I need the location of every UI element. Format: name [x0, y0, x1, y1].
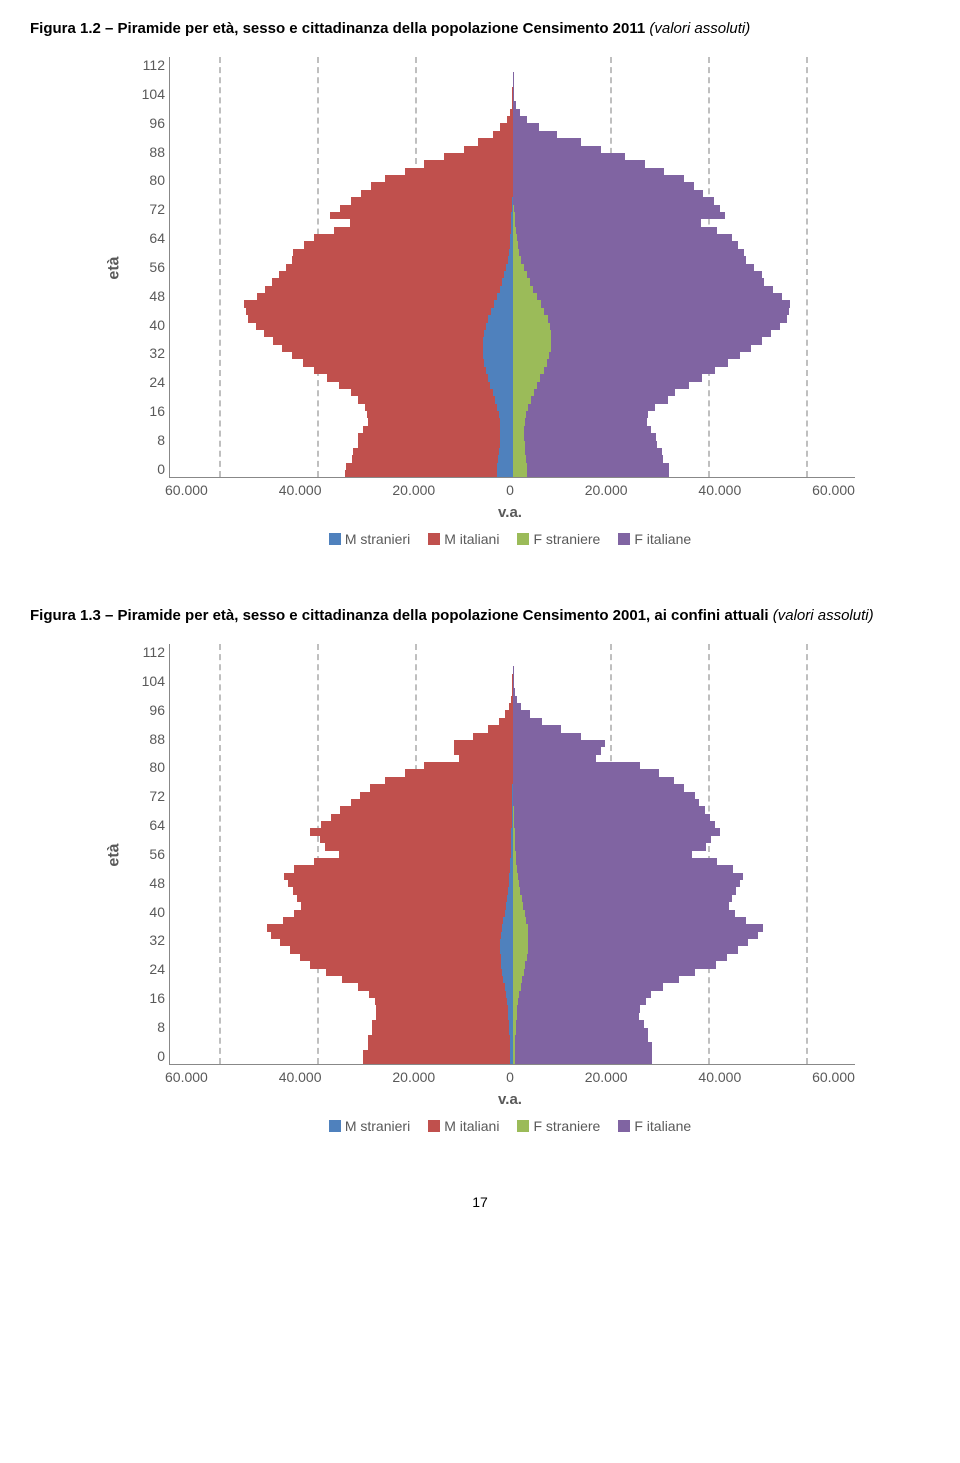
- figure-1-2-caption: Figura 1.2 – Piramide per età, sesso e c…: [30, 20, 930, 37]
- legend: M stranieriM italianiF straniereF italia…: [165, 1118, 855, 1134]
- y-axis-ticks: 112104968880726456484032241680: [125, 644, 169, 1064]
- chart-2001: età 112104968880726456484032241680 60.00…: [105, 644, 855, 1134]
- x-axis-ticks: 60.00040.00020.000020.00040.00060.000: [165, 482, 855, 498]
- y-axis-ticks: 112104968880726456484032241680: [125, 57, 169, 477]
- y-axis-label: età: [105, 57, 125, 478]
- plot-area: [169, 644, 855, 1065]
- page-number: 17: [30, 1194, 930, 1210]
- chart-2011: età 112104968880726456484032241680 60.00…: [105, 57, 855, 547]
- y-axis-label: età: [105, 644, 125, 1065]
- x-axis-label: v.a.: [165, 1091, 855, 1108]
- plot-area: [169, 57, 855, 478]
- legend: M stranieriM italianiF straniereF italia…: [165, 531, 855, 547]
- x-axis-ticks: 60.00040.00020.000020.00040.00060.000: [165, 1069, 855, 1085]
- figure-1-3-caption: Figura 1.3 – Piramide per età, sesso e c…: [30, 607, 930, 624]
- x-axis-label: v.a.: [165, 504, 855, 521]
